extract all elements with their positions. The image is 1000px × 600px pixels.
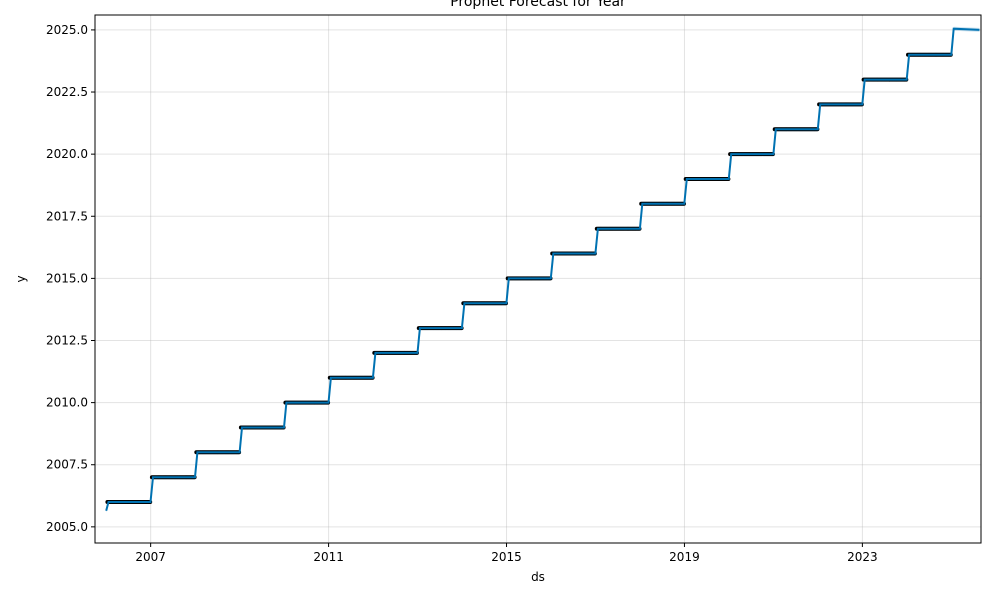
x-tick-label: 2019 <box>669 550 700 564</box>
x-tick-label: 2007 <box>135 550 166 564</box>
y-tick-label: 2010.0 <box>46 396 88 410</box>
y-tick-label: 2005.0 <box>46 520 88 534</box>
y-tick-label: 2020.0 <box>46 147 88 161</box>
y-tick-label: 2017.5 <box>46 209 88 223</box>
forecast-line <box>105 27 980 511</box>
y-axis-label: y <box>14 275 28 282</box>
y-tick-label: 2007.5 <box>46 458 88 472</box>
chart-title: Prophet Forecast for Year <box>450 0 626 10</box>
y-axis-ticks: 2005.0 2007.5 2010.0 2012.5 2015.0 2017.5 2020… <box>46 23 95 534</box>
plot-frame <box>94 14 982 544</box>
y-tick-label: 2022.5 <box>46 85 88 99</box>
y-tick-label: 2015.0 <box>46 271 88 285</box>
x-tick-label: 2011 <box>313 550 344 564</box>
grid <box>95 15 981 543</box>
x-tick-label: 2023 <box>847 550 878 564</box>
y-tick-label: 2012.5 <box>46 333 88 347</box>
x-axis-label: ds <box>531 570 545 584</box>
x-tick-label: 2015 <box>491 550 522 564</box>
x-axis-ticks: 2007 2011 2015 2019 2023 <box>135 543 878 564</box>
forecast-line-path <box>105 27 980 511</box>
y-tick-label: 2025.0 <box>46 23 88 37</box>
